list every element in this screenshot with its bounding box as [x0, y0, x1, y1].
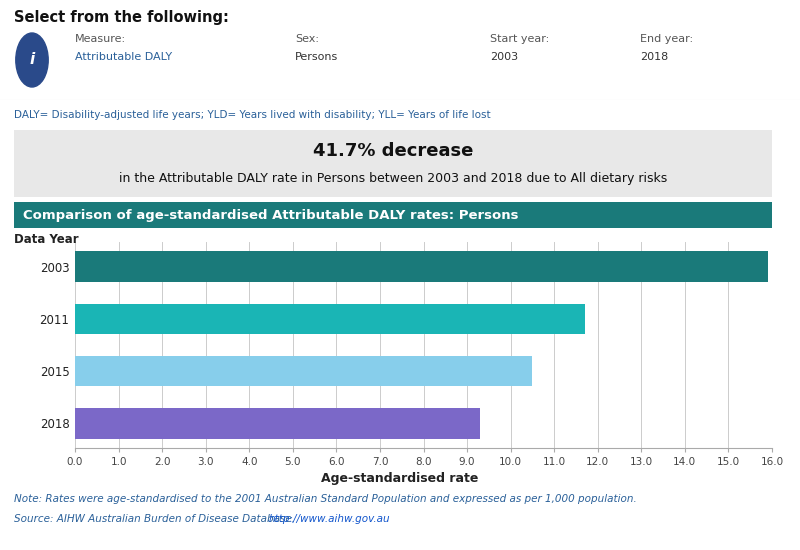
Bar: [75, 356, 533, 386]
Text: End year:: End year:: [640, 34, 693, 44]
Text: http://www.aihw.gov.au: http://www.aihw.gov.au: [269, 514, 390, 524]
Bar: [75, 304, 585, 334]
Text: Source: AIHW Australian Burden of Disease Database.: Source: AIHW Australian Burden of Diseas…: [14, 514, 298, 524]
Text: Persons: Persons: [295, 52, 338, 62]
Text: Attributable DALY: Attributable DALY: [75, 52, 172, 62]
Text: DALY= Disability-adjusted life years; YLD= Years lived with disability; YLL= Yea: DALY= Disability-adjusted life years; YL…: [14, 110, 490, 120]
Text: Note: Rates were age-standardised to the 2001 Australian Standard Population and: Note: Rates were age-standardised to the…: [14, 494, 637, 504]
Bar: [75, 251, 768, 282]
Text: Age-standardised rate: Age-standardised rate: [322, 472, 478, 485]
FancyBboxPatch shape: [14, 130, 772, 197]
Text: 2018: 2018: [640, 52, 668, 62]
Text: Select from the following:: Select from the following:: [14, 10, 229, 25]
Bar: [75, 408, 480, 439]
Text: Sex:: Sex:: [295, 34, 319, 44]
Text: i: i: [30, 52, 34, 68]
FancyBboxPatch shape: [14, 202, 772, 228]
Text: in the Attributable DALY rate in Persons between 2003 and 2018 due to All dietar: in the Attributable DALY rate in Persons…: [119, 172, 667, 185]
Text: Data Year: Data Year: [14, 233, 78, 246]
Text: Comparison of age-standardised Attributable DALY rates: Persons: Comparison of age-standardised Attributa…: [23, 208, 518, 222]
Text: Measure:: Measure:: [75, 34, 126, 44]
Text: 2003: 2003: [490, 52, 518, 62]
Text: 41.7% decrease: 41.7% decrease: [313, 142, 473, 161]
Text: Start year:: Start year:: [490, 34, 550, 44]
Circle shape: [16, 33, 48, 87]
